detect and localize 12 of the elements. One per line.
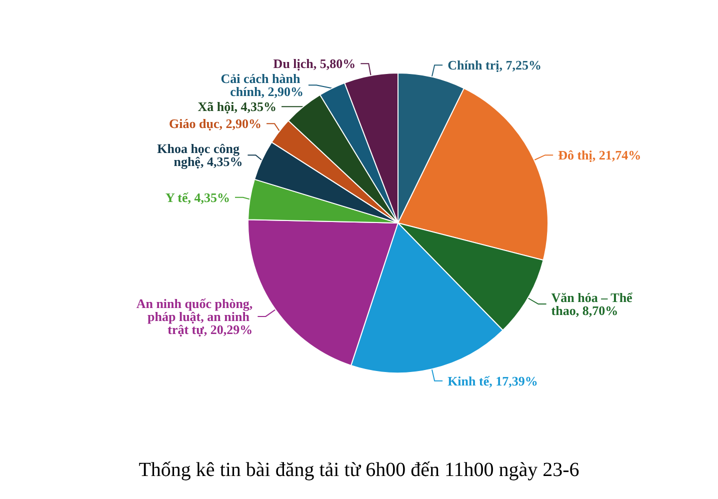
text: Thống kê tin bài đăng tải từ 6h00 đến 11h00 ngày 23-6 <box>138 459 580 481</box>
slice-label: Du lịch, 5,80% <box>273 56 356 72</box>
slice-label: Xã hội, 4,35% <box>198 99 276 114</box>
slice-label: Khoa học công nghệ, 4,35% <box>157 141 243 170</box>
slice-label: Giáo dục, 2,90% <box>169 116 262 132</box>
slice-label: Y tế, 4,35% <box>166 190 230 205</box>
slice-label: Cải cách hành chính, 2,90% <box>220 71 304 100</box>
slice-label: Kinh tế, 17,39% <box>448 373 538 388</box>
slice-label: Văn hóa – Thể thao, 8,70% <box>551 290 636 318</box>
slice-label: An ninh quốc phòng, pháp luật, an ninh trật tự, 20,29% <box>136 296 253 337</box>
slice-label: Đô thị, 21,74% <box>558 148 642 163</box>
slice-label: Chính trị, 7,25% <box>448 58 542 73</box>
